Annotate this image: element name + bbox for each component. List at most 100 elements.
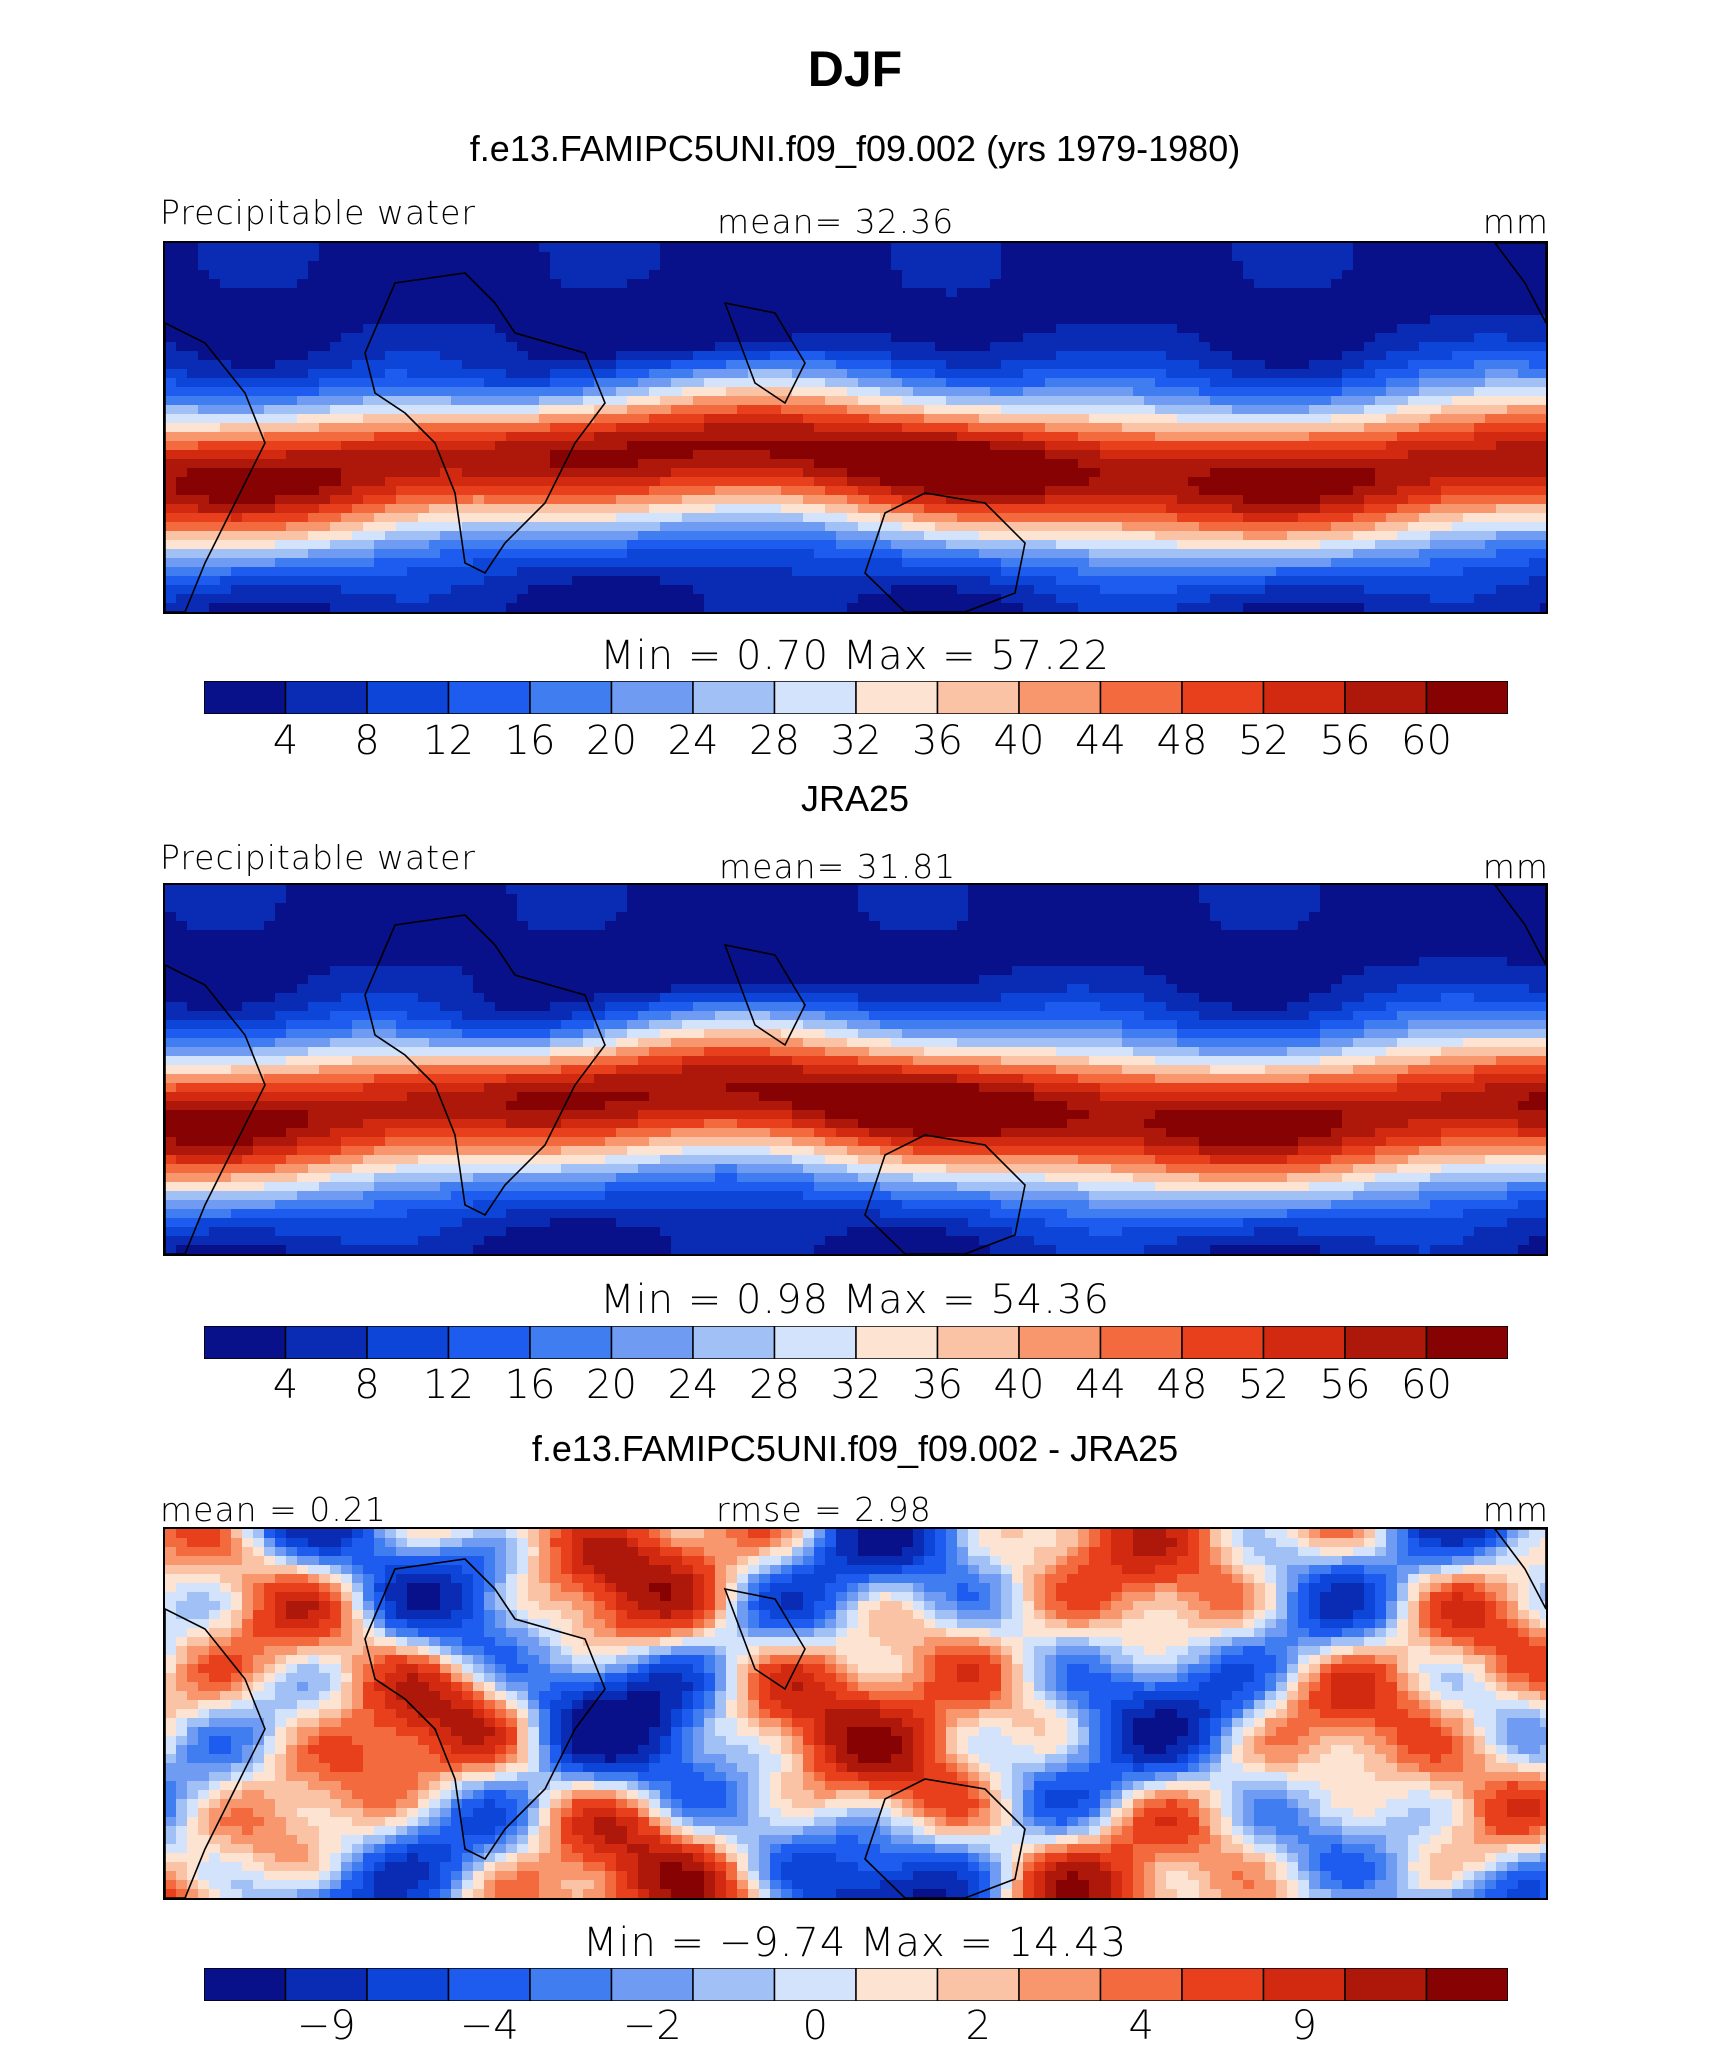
colorbar-swatch	[1019, 1326, 1101, 1359]
colorbar-swatch	[449, 1968, 531, 2001]
colorbar-tick-label: 2	[966, 2003, 991, 2049]
colorbar-swatch	[1264, 1326, 1346, 1359]
colorbar-tick-label: 36	[912, 718, 963, 764]
colorbar-swatch	[775, 1968, 857, 2001]
colorbar-tick-label: 8	[354, 1362, 379, 1408]
colorbar-swatch	[530, 1968, 612, 2001]
colorbar-tick-label: 28	[749, 718, 800, 764]
colorbar-swatch	[1101, 1968, 1183, 2001]
colorbar-tick-label: 36	[912, 1362, 963, 1408]
colorbar-tick-label: 4	[273, 718, 298, 764]
colorbar-swatch	[693, 1326, 775, 1359]
panel-2-minmax: Min = 0.98 Max = 54.36	[600, 1277, 1110, 1323]
colorbar-tick-label: −2	[623, 2003, 682, 2049]
colorbar-tick-label: 56	[1320, 718, 1371, 764]
panel-3-minmax: Min = −9.74 Max = 14.43	[583, 1920, 1127, 1966]
colorbar-tick-label: −4	[460, 2003, 519, 2049]
panel-2-subtitle: JRA25	[801, 778, 909, 820]
panel-3-map	[163, 1527, 1548, 1900]
colorbar-tick-label: 16	[505, 718, 556, 764]
colorbar-tick-label: 28	[749, 1362, 800, 1408]
colorbar-swatch	[693, 681, 775, 714]
colorbar-tick-label: 44	[1075, 1362, 1126, 1408]
colorbar-swatch	[367, 1326, 449, 1359]
colorbar-tick-label: 48	[1157, 718, 1208, 764]
colorbar-swatch	[286, 681, 368, 714]
colorbar-swatch	[938, 1326, 1020, 1359]
panel-3-units: mm	[1483, 1490, 1549, 1529]
colorbar-swatch	[1345, 1326, 1427, 1359]
panel-2-map	[163, 883, 1548, 1256]
colorbar-swatch	[204, 1326, 286, 1359]
colorbar-tick-label: 24	[668, 718, 719, 764]
colorbar-swatch	[367, 1968, 449, 2001]
panel-3-colorbar-swatches	[204, 1968, 1508, 2001]
colorbar-swatch	[1264, 681, 1346, 714]
colorbar-tick-label: 12	[423, 1362, 474, 1408]
colorbar-swatch	[938, 681, 1020, 714]
panel-3-contour-field	[165, 1529, 1546, 1898]
panel-1-contour-field	[165, 243, 1546, 612]
colorbar-swatch	[449, 1326, 531, 1359]
panel-2-contour-field	[165, 885, 1546, 1254]
colorbar-swatch	[775, 1326, 857, 1359]
colorbar-tick-label: 32	[831, 1362, 882, 1408]
colorbar-swatch	[1019, 1968, 1101, 2001]
colorbar-swatch	[286, 1968, 368, 2001]
colorbar-swatch	[1345, 681, 1427, 714]
colorbar-swatch	[612, 1326, 694, 1359]
colorbar-swatch	[938, 1968, 1020, 2001]
figure-title: DJF	[808, 40, 902, 98]
panel-1-variable-label: Precipitable water	[160, 193, 476, 232]
colorbar-tick-label: 60	[1401, 718, 1452, 764]
panel-2-colorbar	[204, 1326, 1508, 1359]
colorbar-tick-label: 24	[668, 1362, 719, 1408]
colorbar-swatch	[612, 681, 694, 714]
panel-3-mean-label: mean = 0.21	[160, 1490, 387, 1529]
colorbar-swatch	[204, 681, 286, 714]
colorbar-swatch	[449, 681, 531, 714]
colorbar-tick-label: 52	[1238, 718, 1289, 764]
colorbar-tick-label: 56	[1320, 1362, 1371, 1408]
panel-3-rmse-label: rmse = 2.98	[716, 1490, 932, 1529]
colorbar-tick-label: 48	[1157, 1362, 1208, 1408]
colorbar-swatch	[204, 1968, 286, 2001]
panel-1-units: mm	[1483, 202, 1549, 241]
colorbar-swatch	[1182, 681, 1264, 714]
colorbar-swatch	[856, 1326, 938, 1359]
colorbar-tick-label: 20	[586, 718, 637, 764]
panel-3-subtitle: f.e13.FAMIPC5UNI.f09_f09.002 - JRA25	[532, 1428, 1178, 1470]
colorbar-tick-label: 44	[1075, 718, 1126, 764]
panel-2-variable-label: Precipitable water	[160, 838, 476, 877]
colorbar-tick-label: 52	[1238, 1362, 1289, 1408]
colorbar-tick-label: −9	[297, 2003, 356, 2049]
colorbar-swatch	[612, 1968, 694, 2001]
colorbar-swatch	[1101, 1326, 1183, 1359]
colorbar-tick-label: 32	[831, 718, 882, 764]
panel-1-colorbar-swatches	[204, 681, 1508, 714]
panel-2-units: mm	[1483, 847, 1549, 886]
colorbar-swatch	[367, 681, 449, 714]
colorbar-tick-label: 8	[354, 718, 379, 764]
colorbar-swatch	[286, 1326, 368, 1359]
panel-2-colorbar-swatches	[204, 1326, 1508, 1359]
colorbar-tick-label: 4	[1129, 2003, 1154, 2049]
colorbar-swatch	[530, 1326, 612, 1359]
panel-1-colorbar	[204, 681, 1508, 714]
panel-3-colorbar	[204, 1968, 1508, 2001]
colorbar-tick-label: 40	[994, 1362, 1045, 1408]
colorbar-tick-label: 0	[803, 2003, 828, 2049]
colorbar-tick-label: 20	[586, 1362, 637, 1408]
colorbar-swatch	[1019, 681, 1101, 714]
colorbar-tick-label: 40	[994, 718, 1045, 764]
colorbar-swatch	[856, 1968, 938, 2001]
colorbar-swatch	[1182, 1326, 1264, 1359]
colorbar-swatch	[1427, 1968, 1509, 2001]
colorbar-swatch	[693, 1968, 775, 2001]
panel-1-subtitle: f.e13.FAMIPC5UNI.f09_f09.002 (yrs 1979-1…	[470, 128, 1240, 170]
colorbar-tick-label: 16	[505, 1362, 556, 1408]
panel-2-mean-label: mean= 31.81	[719, 847, 956, 886]
colorbar-swatch	[1264, 1968, 1346, 2001]
colorbar-swatch	[1345, 1968, 1427, 2001]
colorbar-swatch	[856, 681, 938, 714]
